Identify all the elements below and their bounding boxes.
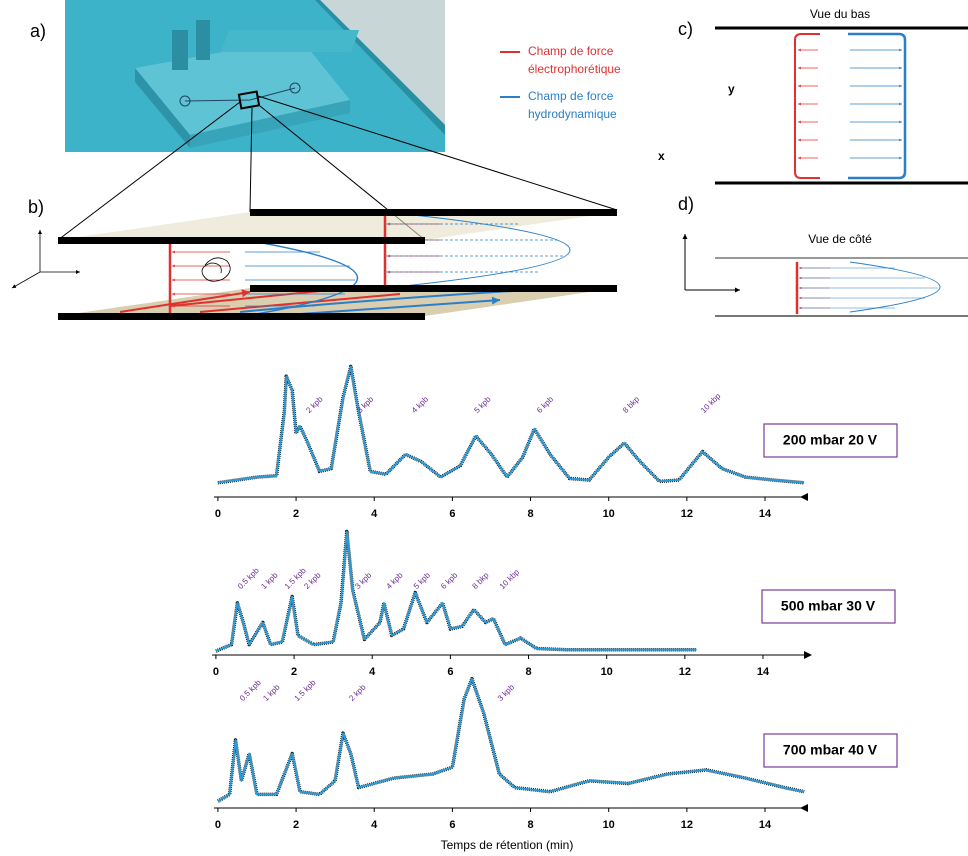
x-tick-label: 6 — [447, 666, 453, 678]
peak-label: 3 kpb — [496, 682, 517, 703]
condition-box — [761, 589, 896, 624]
x-tick-label: 8 — [525, 666, 531, 678]
peak-label: 0.5 kpb — [238, 678, 263, 703]
zoom-lines — [57, 95, 618, 241]
chromatograms: 0 2 4 6 8 10 12 14 2 kpb 3 kpb 4 kpb 5 kpb 6 kpb 8 bk… — [212, 364, 898, 852]
x-tick-label: 4 — [369, 666, 376, 678]
peak-label: 4 kpb — [410, 394, 431, 415]
x-tick-label: 0 — [215, 508, 221, 520]
condition-label: 200 mbar 20 V — [783, 432, 878, 448]
x-tick-label: 6 — [449, 508, 455, 520]
axis-letter: y — [728, 82, 735, 96]
axis-arrow — [804, 651, 812, 659]
x-tick-label: 4 — [371, 819, 378, 831]
peak-label: 10 kbp — [498, 567, 522, 591]
x-tick-label: 8 — [527, 508, 533, 520]
peak-label: 6 kpb — [535, 394, 556, 415]
x-tick-label: 4 — [371, 508, 378, 520]
x-tick-label: 0 — [215, 819, 221, 831]
panel-label: c) — [678, 19, 693, 39]
condition-label: 500 mbar 30 V — [781, 598, 876, 614]
device-illustration — [65, 0, 445, 152]
peak-label: 8 bkp — [621, 394, 642, 415]
peak-label: 10 kbp — [699, 391, 723, 415]
legend-text: Champ de force — [528, 89, 614, 103]
x-tick-label: 6 — [449, 819, 455, 831]
peak-label: 6 kpb — [439, 570, 460, 591]
axis-arrow — [800, 804, 808, 812]
trace — [217, 365, 805, 484]
panel-label: b) — [28, 197, 44, 217]
legend-text: Champ de force — [528, 44, 614, 58]
view-title: Vue de côté — [808, 232, 872, 246]
peak-label: 8 bkp — [470, 570, 491, 591]
legend-text: électrophorétique — [528, 62, 621, 76]
x-axis-label: Temps de rétention (min) — [441, 838, 574, 852]
trace-noise — [215, 529, 697, 653]
channel-illustration — [11, 209, 617, 320]
peak-label: 1 kpb — [259, 570, 280, 591]
x-tick-label: 8 — [527, 819, 533, 831]
condition-label: 700 mbar 40 V — [783, 742, 878, 758]
side-view — [682, 234, 968, 317]
x-tick-label: 14 — [759, 819, 772, 831]
peak-label: 1.5 kpb — [293, 678, 318, 703]
trace-noise — [217, 364, 805, 485]
x-tick-label: 2 — [293, 819, 299, 831]
condition-box — [763, 423, 898, 458]
x-tick-label: 12 — [681, 819, 693, 831]
peak-label: 0.5 kpb — [236, 566, 261, 591]
x-tick-label: 0 — [213, 666, 219, 678]
peak-label: 3 kpb — [353, 570, 374, 591]
x-tick-label: 12 — [679, 666, 691, 678]
view-title: Vue du bas — [810, 7, 870, 21]
panel-label: d) — [678, 194, 694, 214]
trace-noise — [217, 677, 805, 803]
x-tick-label: 10 — [603, 819, 615, 831]
x-tick-label: 10 — [603, 508, 615, 520]
x-tick-label: 14 — [759, 508, 772, 520]
peak-label: 4 kpb — [384, 570, 405, 591]
trace — [217, 677, 805, 803]
peak-label: 1 kpb — [261, 682, 282, 703]
peak-label: 5 kpb — [412, 570, 433, 591]
peak-label: 3 kpb — [355, 394, 376, 415]
x-tick-label: 12 — [681, 508, 693, 520]
peak-label: 2 kpb — [304, 394, 325, 415]
peak-label: 5 kpb — [472, 394, 493, 415]
trace — [215, 530, 697, 653]
axis-letter: x — [658, 149, 665, 163]
peak-label: 2 kpb — [347, 682, 368, 703]
legend-text: hydrodynamique — [528, 107, 617, 121]
x-tick-label: 10 — [601, 666, 613, 678]
x-tick-label: 14 — [757, 666, 770, 678]
axis-arrow — [800, 493, 808, 501]
condition-box — [763, 733, 898, 768]
x-tick-label: 2 — [291, 666, 297, 678]
bottom-view — [715, 26, 968, 185]
x-tick-label: 2 — [293, 508, 299, 520]
panel-label: a) — [30, 21, 46, 41]
